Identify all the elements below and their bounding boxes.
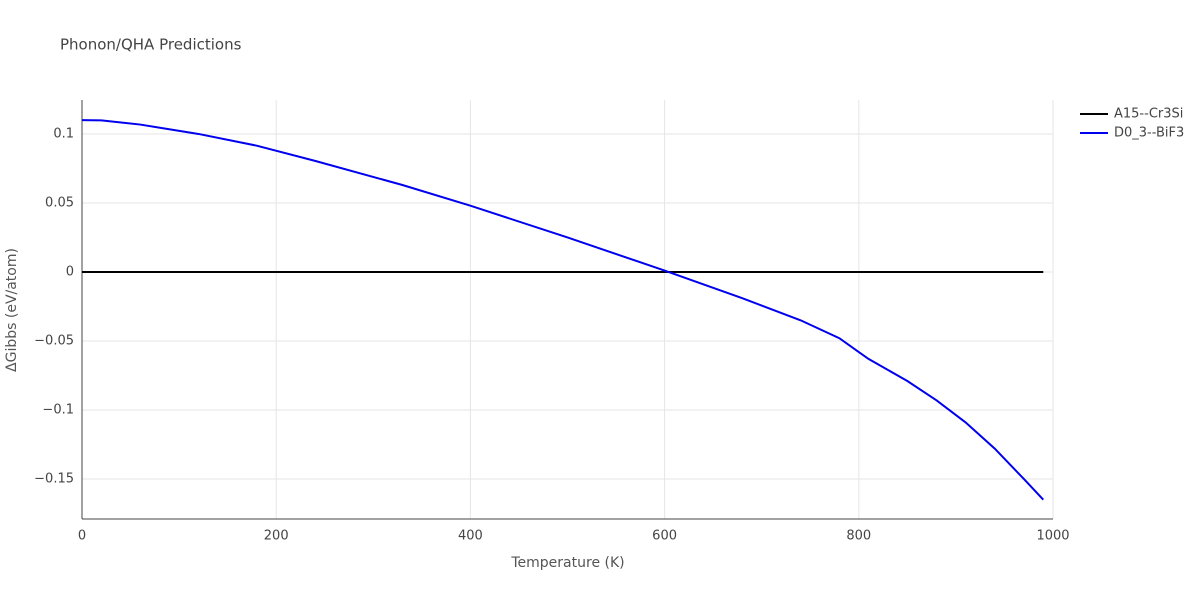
y-tick-label: −0.1 bbox=[42, 402, 74, 417]
x-tick-label: 1000 bbox=[1036, 529, 1069, 544]
y-tick-label: −0.15 bbox=[34, 471, 74, 486]
x-axis-title: Temperature (K) bbox=[510, 555, 624, 571]
y-tick-label: 0 bbox=[66, 264, 74, 279]
y-axis-title: ΔGibbs (eV/atom) bbox=[4, 248, 20, 372]
x-tick-label: 0 bbox=[78, 529, 86, 544]
legend-label: A15--Cr3Si bbox=[1114, 107, 1183, 122]
y-tick-label: 0.1 bbox=[53, 126, 74, 141]
x-tick-label: 600 bbox=[652, 529, 677, 544]
legend-label: D0_3--BiF3 bbox=[1114, 126, 1184, 141]
x-tick-label: 200 bbox=[264, 529, 289, 544]
x-tick-label: 400 bbox=[458, 529, 483, 544]
y-tick-label: 0.05 bbox=[45, 195, 74, 210]
series-line bbox=[81, 119, 1045, 501]
chart-title: Phonon/QHA Predictions bbox=[60, 36, 242, 54]
x-tick-label: 800 bbox=[846, 529, 871, 544]
y-tick-label: −0.05 bbox=[34, 333, 74, 348]
